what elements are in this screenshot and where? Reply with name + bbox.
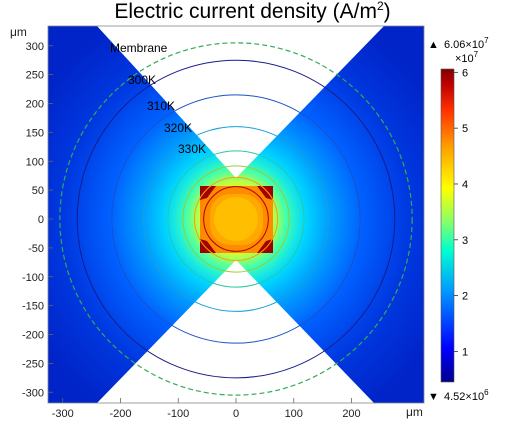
x-axis: -300 -200 -100 0 100 200 xyxy=(52,398,361,420)
colorbar-tick-label: 5 xyxy=(462,123,468,135)
x-tick-label: 200 xyxy=(342,408,360,420)
colorbar-min-label: 4.52×106 xyxy=(444,388,489,403)
isotherm-contour xyxy=(76,59,396,379)
isotherm-label: 310K xyxy=(147,99,175,113)
colorbar-tick-label: 6 xyxy=(462,67,468,79)
isotherm-contour xyxy=(167,150,305,288)
colorbar-tick-label: 4 xyxy=(462,179,468,191)
y-tick-label: 0 xyxy=(38,214,44,226)
y-axis: 300 250 200 150 100 50 0 -50 -100 -150 -200 -250 -30… xyxy=(22,41,53,399)
colorbar-scale-label: ×107 xyxy=(455,50,479,65)
x-tick-label: -100 xyxy=(167,408,189,420)
isotherm-label: 320K xyxy=(164,121,192,135)
y-tick-label: 300 xyxy=(26,41,44,53)
y-axis-unit: μm xyxy=(10,25,27,39)
isotherm-contour xyxy=(111,94,361,344)
colorbar-max-label: 6.06×107 xyxy=(444,36,489,51)
membrane-label: Membrane xyxy=(110,41,168,55)
x-tick-label: -300 xyxy=(52,408,74,420)
membrane-boundary xyxy=(59,42,413,396)
chart-title: Electric current density (A/m2) xyxy=(114,0,391,23)
colorbar-tick-label: 1 xyxy=(462,346,468,358)
y-tick-label: 150 xyxy=(26,127,44,139)
electrode-region xyxy=(200,186,273,253)
top-wedge xyxy=(97,26,384,178)
y-tick-label: 200 xyxy=(26,99,44,111)
y-tick-label: -50 xyxy=(28,243,44,255)
colorbar: 1 2 3 4 5 6 ▲ 6.06×107 ×107 ▼ 4.52×106 xyxy=(428,36,489,403)
y-tick-label: -200 xyxy=(22,330,44,342)
bottom-wedge xyxy=(97,260,374,403)
x-tick-label: -200 xyxy=(109,408,131,420)
y-tick-label: -250 xyxy=(22,358,44,370)
isotherm-contour xyxy=(203,186,269,252)
contour-labels: Membrane 300K 310K 320K 330K xyxy=(110,41,206,156)
colorbar-max-marker: ▲ xyxy=(428,39,439,51)
x-tick-label: 100 xyxy=(285,408,303,420)
isotherm-contour xyxy=(143,126,329,312)
y-tick-label: 100 xyxy=(26,156,44,168)
y-tick-label: 250 xyxy=(26,70,44,82)
y-tick-label: -100 xyxy=(22,272,44,284)
isotherm-label: 330K xyxy=(178,142,206,156)
y-tick-label: 50 xyxy=(32,185,44,197)
x-axis-unit: μm xyxy=(406,405,423,419)
isotherm-label: 300K xyxy=(128,73,156,87)
y-tick-label: -300 xyxy=(22,387,44,399)
y-tick-label: -150 xyxy=(22,301,44,313)
colorbar-gradient xyxy=(440,68,455,383)
isotherm-contour xyxy=(193,176,279,262)
isotherm-contours xyxy=(76,59,396,379)
colorbar-min-marker: ▼ xyxy=(428,391,439,403)
colorbar-tick-label: 3 xyxy=(462,235,468,247)
x-tick-label: 0 xyxy=(233,408,239,420)
isotherm-contour xyxy=(182,165,290,273)
colorbar-tick-label: 2 xyxy=(462,291,468,303)
